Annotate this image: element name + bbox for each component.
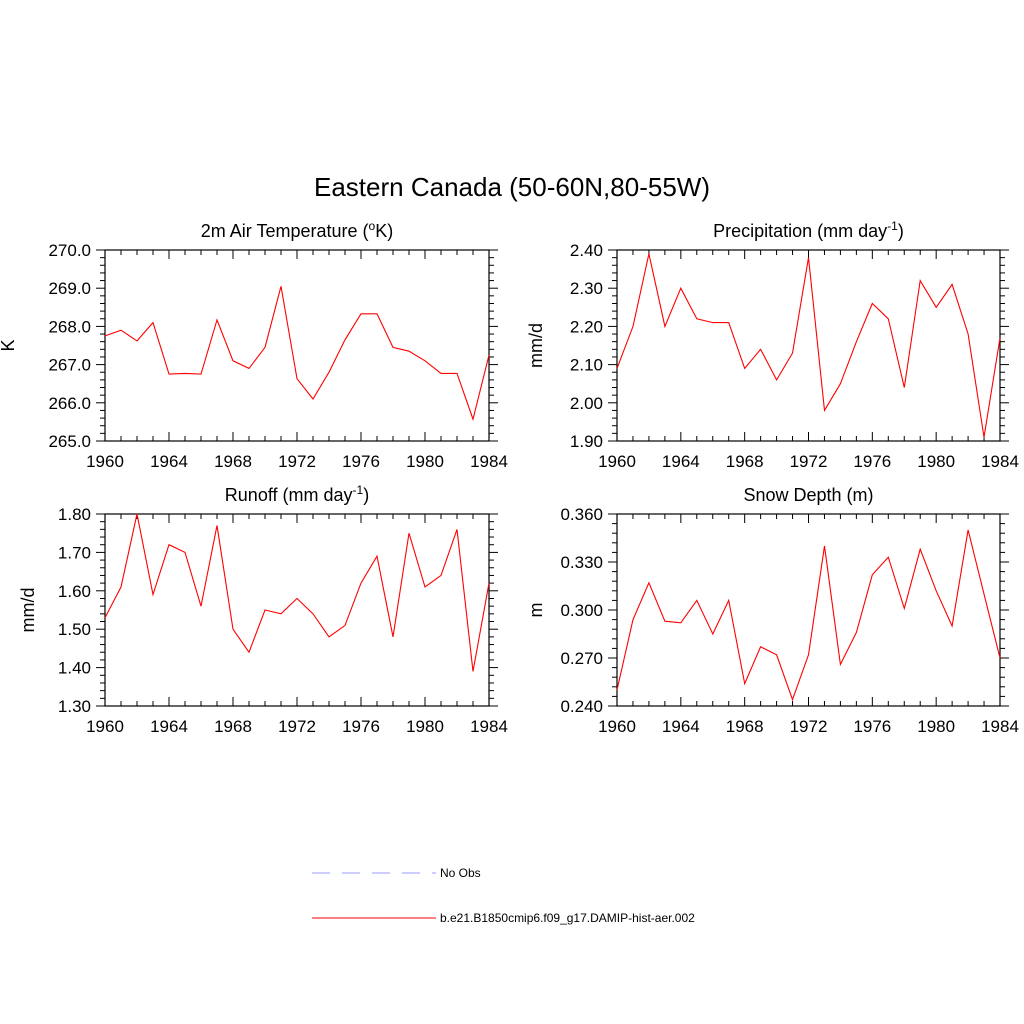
series-line xyxy=(616,529,1001,702)
y-tick-label: 1.70 xyxy=(58,543,91,562)
panel-title-superscript: -1 xyxy=(353,483,364,497)
x-tick-label: 1984 xyxy=(470,717,508,736)
y-tick-label: 2.00 xyxy=(570,394,603,413)
y-tick-label: 269.0 xyxy=(48,279,91,298)
x-tick-label: 1980 xyxy=(406,452,444,471)
legend: No Obs b.e21.B1850cmip6.f09_g17.DAMIP-his… xyxy=(312,866,695,925)
x-tick-label: 1976 xyxy=(342,717,380,736)
x-tick-label: 1968 xyxy=(214,452,252,471)
y-tick-label: 1.40 xyxy=(58,659,91,678)
y-tick-label: 0.300 xyxy=(560,601,603,620)
y-tick-label: 2.10 xyxy=(570,356,603,375)
y-tick-label: 0.270 xyxy=(560,649,603,668)
y-axis-label: K xyxy=(0,339,18,351)
x-tick-label: 1964 xyxy=(150,717,188,736)
panel-title: Precipitation (mm day-1) xyxy=(713,219,904,241)
panel-title-main: Snow Depth (m) xyxy=(743,485,873,505)
x-tick-label: 1968 xyxy=(214,717,252,736)
panel-title: 2m Air Temperature (oK) xyxy=(201,219,393,241)
series-line xyxy=(104,513,490,672)
x-tick-label: 1960 xyxy=(598,717,636,736)
x-tick-label: 1972 xyxy=(278,452,316,471)
x-tick-label: 1976 xyxy=(853,452,891,471)
y-tick-label: 270.0 xyxy=(48,241,91,260)
y-tick-label: 0.240 xyxy=(560,697,603,716)
x-tick-label: 1964 xyxy=(662,717,700,736)
chart-panel-2: 1960 1964 1968 1972 1976 1980 1984 1.90 2.00 2.10… xyxy=(526,219,1019,471)
x-tick-label: 1984 xyxy=(470,452,508,471)
chart-panel-4: 1960 1964 1968 1972 1976 1980 1984 0.240 0.270 0.… xyxy=(526,485,1019,736)
x-tick-label: 1964 xyxy=(150,452,188,471)
chart-panel-1: 1960 1964 1968 1972 1976 1980 1984 265.0 266.0 26… xyxy=(0,219,508,471)
y-tick-label: 268.0 xyxy=(48,317,91,336)
panel-title-end: K) xyxy=(375,221,393,241)
panels-group: 1960 1964 1968 1972 1976 1980 1984 265.0 266.0 26… xyxy=(0,219,1019,736)
x-tick-label: 1984 xyxy=(981,717,1019,736)
x-tick-label: 1980 xyxy=(917,717,955,736)
y-tick-label: 2.30 xyxy=(570,279,603,298)
panel-title-main: 2m Air Temperature ( xyxy=(201,221,369,241)
x-tick-label: 1972 xyxy=(790,452,828,471)
panel-title-end: ) xyxy=(898,221,904,241)
x-tick-label: 1984 xyxy=(981,452,1019,471)
x-tick-label: 1976 xyxy=(853,717,891,736)
x-tick-label: 1972 xyxy=(790,717,828,736)
x-tick-label: 1960 xyxy=(86,717,124,736)
y-tick-label: 0.330 xyxy=(560,553,603,572)
x-tick-label: 1964 xyxy=(662,452,700,471)
x-tick-label: 1968 xyxy=(726,717,764,736)
series-line xyxy=(616,253,1001,438)
y-tick-label: 265.0 xyxy=(48,432,91,451)
figure-title: Eastern Canada (50-60N,80-55W) xyxy=(314,172,710,202)
y-tick-label: 266.0 xyxy=(48,394,91,413)
x-tick-label: 1960 xyxy=(598,452,636,471)
y-tick-label: 267.0 xyxy=(48,356,91,375)
x-tick-label: 1976 xyxy=(342,452,380,471)
x-tick-label: 1968 xyxy=(726,452,764,471)
panel-title-main: Runoff (mm day xyxy=(225,485,353,505)
x-tick-label: 1972 xyxy=(278,717,316,736)
panel-title-superscript: -1 xyxy=(887,219,898,233)
panel-title-main: Precipitation (mm day xyxy=(713,221,887,241)
x-tick-label: 1980 xyxy=(917,452,955,471)
panel-title: Runoff (mm day-1) xyxy=(225,483,369,505)
legend-label-2: b.e21.B1850cmip6.f09_g17.DAMIP-hist-aer.… xyxy=(440,911,695,925)
legend-label-1: No Obs xyxy=(440,866,481,880)
panel-title-superscript: o xyxy=(369,219,376,233)
y-tick-label: 2.20 xyxy=(570,317,603,336)
y-tick-label: 1.90 xyxy=(570,432,603,451)
y-tick-label: 1.30 xyxy=(58,697,91,716)
x-tick-label: 1980 xyxy=(406,717,444,736)
y-tick-label: 1.50 xyxy=(58,620,91,639)
panel-title-end: ) xyxy=(363,485,369,505)
x-tick-label: 1960 xyxy=(86,452,124,471)
series-line xyxy=(104,286,490,422)
y-tick-label: 0.360 xyxy=(560,505,603,524)
y-axis-label: m xyxy=(526,603,546,618)
panel-title: Snow Depth (m) xyxy=(743,485,873,505)
y-axis-label: mm/d xyxy=(526,323,546,368)
y-tick-label: 1.80 xyxy=(58,505,91,524)
y-tick-label: 1.60 xyxy=(58,582,91,601)
chart-panel-3: 1960 1964 1968 1972 1976 1980 1984 1.30 1.40 1.50… xyxy=(18,483,508,736)
y-axis-label: mm/d xyxy=(18,588,38,633)
y-tick-label: 2.40 xyxy=(570,241,603,260)
